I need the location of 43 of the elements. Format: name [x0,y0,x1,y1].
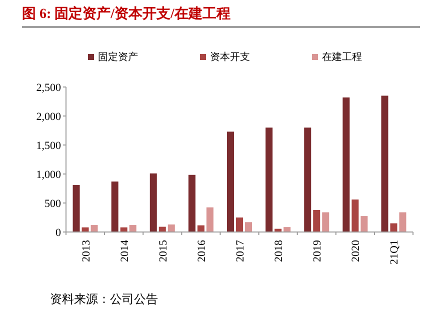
y-tick-label: 0 [56,227,62,239]
x-tick-label: 2015 [157,240,170,262]
y-tick-label: 1,000 [36,169,62,181]
bar [313,210,320,232]
bar [227,132,234,232]
bar [381,96,388,232]
bar [236,218,243,232]
x-tick-label: 2016 [196,240,208,262]
x-tick-label: 2020 [350,240,362,262]
bar [360,216,368,232]
legend-label: 固定资产 [98,51,138,63]
bar [90,225,98,232]
bar [197,225,204,232]
chart-title: 图 6: 固定资产/资本开支/在建工程 [22,5,230,22]
bar [72,185,80,232]
x-tick-label: 2018 [273,240,286,262]
x-tick-label: 21Q1 [388,240,401,264]
y-tick-label: 2,000 [36,111,62,123]
legend-label: 在建工程 [322,51,362,63]
x-tick-label: 2019 [312,240,324,262]
x-tick-label: 2014 [118,240,131,262]
legend-label: 资本开支 [210,51,250,63]
bar [390,223,398,232]
bar [304,128,312,232]
bar [245,222,252,232]
y-tick-label: 2,500 [36,82,62,94]
text: 资料来源：公司公告 [50,292,158,306]
bar [342,97,350,232]
bar [188,174,196,232]
bar [168,224,175,232]
bar [399,212,406,232]
bar [284,227,291,232]
bar [266,128,273,232]
bar [129,225,136,232]
y-tick-label: 500 [44,198,62,210]
y-tick-label: 1,500 [36,140,62,152]
x-tick-label: 2017 [234,240,246,262]
x-tick-label: 2013 [80,240,92,262]
bar [352,200,359,232]
bar [111,182,118,232]
bar [322,212,330,232]
bar [150,173,157,232]
bar [206,207,214,232]
